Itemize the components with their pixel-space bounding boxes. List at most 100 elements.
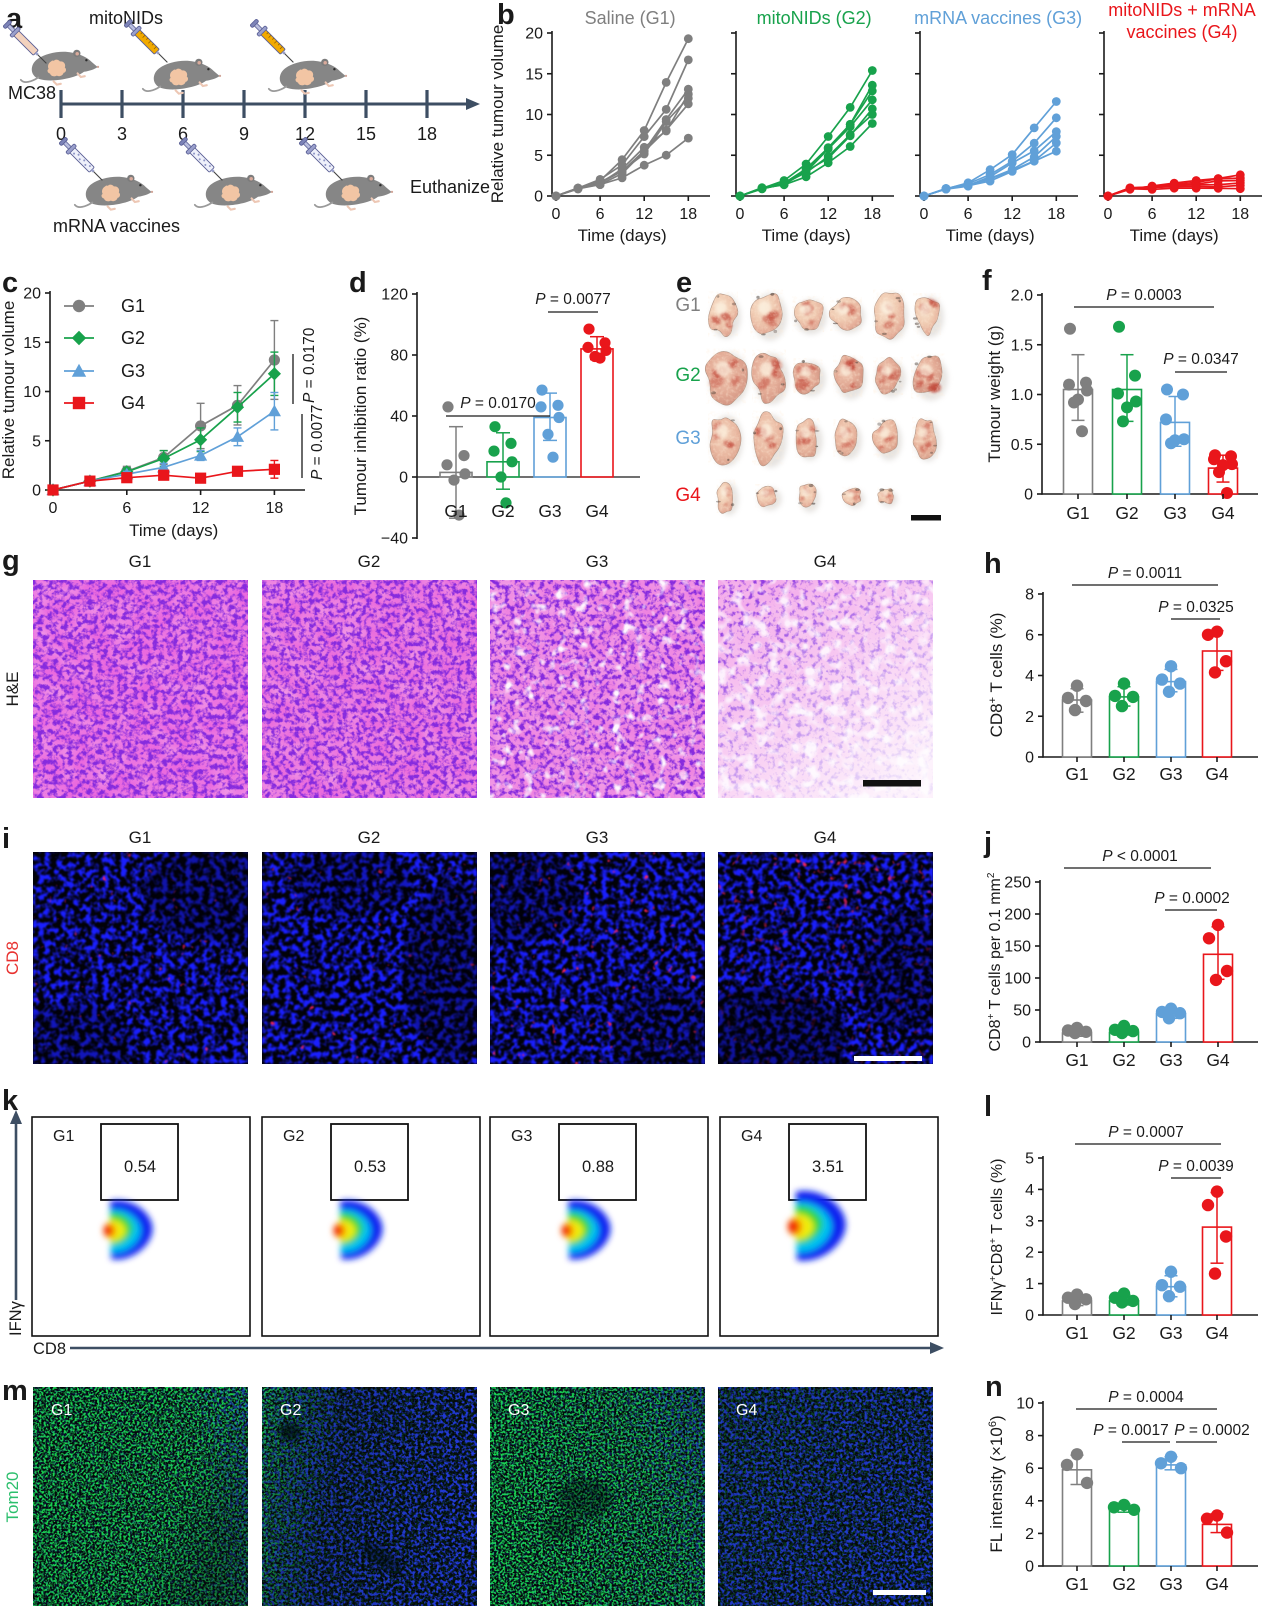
svg-text:P = 0.0170: P = 0.0170: [301, 327, 318, 403]
svg-text:G4: G4: [585, 501, 609, 521]
svg-text:Relative tumour volume: Relative tumour volume: [0, 301, 18, 480]
svg-text:G3: G3: [511, 1128, 532, 1145]
svg-text:120: 120: [381, 287, 408, 304]
svg-text:P = 0.0077: P = 0.0077: [535, 291, 610, 308]
svg-text:0: 0: [1022, 1035, 1031, 1052]
svg-text:10: 10: [1016, 1396, 1034, 1413]
svg-text:8: 8: [1025, 587, 1034, 604]
svg-text:3: 3: [1025, 1213, 1034, 1230]
svg-text:Time (days): Time (days): [129, 521, 218, 540]
svg-text:1.0: 1.0: [1011, 387, 1033, 404]
svg-text:P = 0.0003: P = 0.0003: [1106, 287, 1181, 304]
svg-text:P = 0.0039: P = 0.0039: [1158, 1158, 1233, 1175]
svg-text:G2: G2: [358, 552, 381, 571]
svg-text:2: 2: [1025, 709, 1034, 726]
svg-text:G4: G4: [736, 1402, 757, 1419]
svg-text:12: 12: [635, 206, 653, 223]
svg-text:P = 0.0017: P = 0.0017: [1093, 1422, 1168, 1439]
svg-text:12: 12: [1003, 206, 1021, 223]
svg-text:0: 0: [736, 206, 745, 223]
svg-text:G3: G3: [1159, 1050, 1182, 1070]
svg-text:e: e: [676, 267, 692, 299]
svg-text:vaccines (G4): vaccines (G4): [1126, 22, 1237, 42]
svg-text:2: 2: [1025, 1526, 1034, 1543]
svg-text:Tumour weight (g): Tumour weight (g): [985, 325, 1004, 462]
svg-text:G2: G2: [1112, 764, 1135, 784]
svg-text:G1: G1: [129, 828, 152, 847]
svg-text:0.54: 0.54: [124, 1158, 156, 1176]
svg-text:1: 1: [1025, 1276, 1034, 1293]
svg-text:Tumour inhibition ratio (%): Tumour inhibition ratio (%): [351, 317, 370, 516]
svg-text:b: b: [497, 0, 515, 31]
svg-text:18: 18: [417, 124, 437, 144]
svg-text:G3: G3: [508, 1402, 529, 1419]
svg-text:6: 6: [780, 206, 789, 223]
svg-text:l: l: [984, 1091, 992, 1123]
svg-text:c: c: [2, 267, 18, 299]
svg-text:P = 0.0004: P = 0.0004: [1108, 1389, 1184, 1406]
svg-text:mitoNIDs (G2): mitoNIDs (G2): [757, 8, 872, 28]
svg-text:IFNγ+CD8+ T cells (%): IFNγ+CD8+ T cells (%): [988, 1159, 1006, 1316]
svg-text:8: 8: [1025, 1428, 1034, 1445]
svg-text:h: h: [984, 548, 1002, 580]
svg-text:G4: G4: [121, 393, 145, 413]
svg-text:G1: G1: [1065, 1323, 1088, 1343]
svg-text:12: 12: [295, 124, 315, 144]
svg-text:0: 0: [1024, 487, 1033, 504]
svg-text:G3: G3: [121, 361, 145, 381]
svg-text:G4: G4: [814, 828, 837, 847]
svg-text:G4: G4: [814, 552, 837, 571]
svg-text:G3: G3: [586, 828, 609, 847]
svg-text:6: 6: [596, 206, 605, 223]
svg-text:P = 0.0347: P = 0.0347: [1163, 351, 1238, 368]
svg-text:P = 0.0007: P = 0.0007: [1108, 1124, 1183, 1141]
svg-text:G4: G4: [1211, 503, 1235, 523]
svg-text:18: 18: [266, 500, 284, 517]
svg-text:12: 12: [819, 206, 837, 223]
svg-text:G2: G2: [121, 328, 145, 348]
svg-text:mitoNIDs: mitoNIDs: [89, 8, 163, 28]
svg-text:6: 6: [964, 206, 973, 223]
svg-text:6: 6: [1025, 1461, 1034, 1478]
svg-text:mRNA vaccines: mRNA vaccines: [53, 216, 180, 236]
svg-text:j: j: [983, 827, 992, 859]
svg-text:15: 15: [525, 66, 543, 83]
svg-text:0.5: 0.5: [1011, 437, 1033, 454]
svg-text:G3: G3: [1159, 1574, 1182, 1594]
svg-text:−40: −40: [381, 531, 408, 548]
svg-text:4: 4: [1025, 1493, 1034, 1510]
svg-text:5: 5: [534, 148, 543, 165]
svg-text:80: 80: [390, 348, 408, 365]
svg-text:12: 12: [1187, 206, 1205, 223]
svg-text:Time (days): Time (days): [762, 226, 851, 245]
svg-text:150: 150: [1004, 939, 1031, 956]
svg-text:20: 20: [525, 26, 543, 43]
svg-text:12: 12: [192, 500, 210, 517]
svg-text:6: 6: [122, 500, 131, 517]
svg-text:2: 2: [1025, 1245, 1034, 1262]
svg-text:20: 20: [23, 286, 41, 303]
svg-text:G4: G4: [1205, 1323, 1229, 1343]
svg-text:200: 200: [1004, 907, 1031, 924]
svg-text:2.0: 2.0: [1011, 288, 1033, 305]
svg-text:Relative tumour volume: Relative tumour volume: [488, 25, 507, 204]
svg-text:G1: G1: [1065, 1574, 1088, 1594]
svg-text:m: m: [2, 1375, 28, 1407]
svg-text:Time (days): Time (days): [1130, 226, 1219, 245]
svg-text:250: 250: [1004, 875, 1031, 892]
svg-text:Tom20: Tom20: [3, 1471, 22, 1522]
svg-text:f: f: [982, 265, 992, 297]
svg-text:H&E: H&E: [3, 672, 22, 707]
svg-text:0: 0: [534, 189, 543, 206]
svg-text:3: 3: [117, 124, 127, 144]
svg-text:i: i: [2, 823, 10, 855]
svg-text:P = 0.0170: P = 0.0170: [460, 395, 536, 412]
svg-text:G2: G2: [280, 1402, 301, 1419]
svg-text:15: 15: [23, 335, 41, 352]
svg-text:40: 40: [390, 409, 408, 426]
svg-text:G2: G2: [283, 1128, 304, 1145]
svg-text:P = 0.0002: P = 0.0002: [1154, 890, 1229, 907]
svg-text:G4: G4: [1206, 1050, 1230, 1070]
svg-text:100: 100: [1004, 971, 1031, 988]
svg-text:CD8+ T cells (%): CD8+ T cells (%): [987, 613, 1006, 738]
